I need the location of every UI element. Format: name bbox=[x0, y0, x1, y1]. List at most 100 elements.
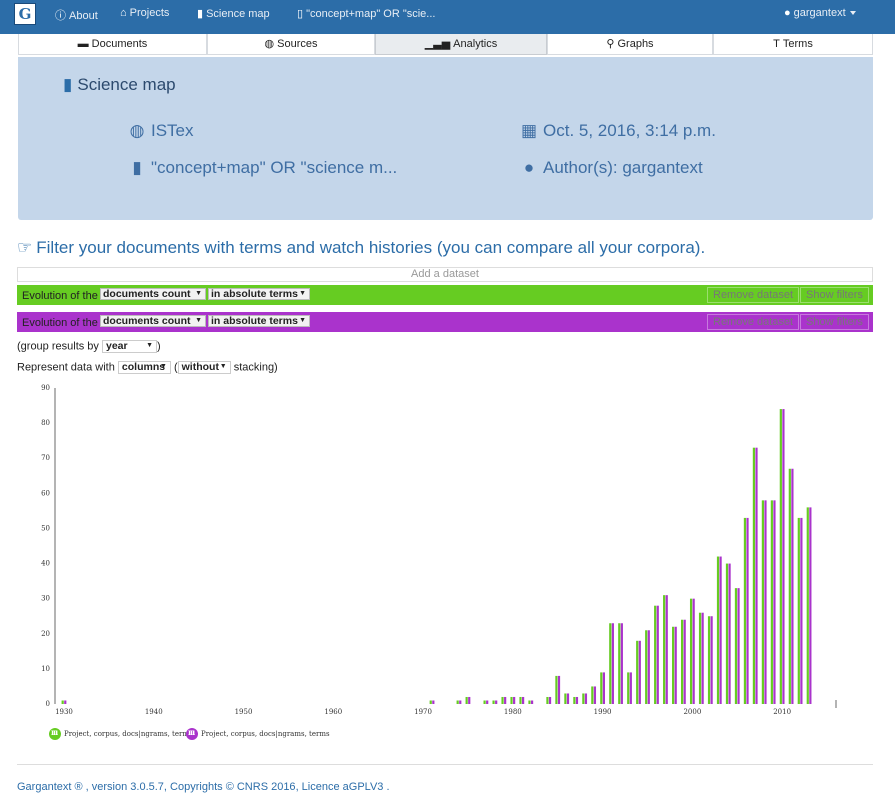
dataset-row: Evolution of the documents count ▼ in abs… bbox=[17, 285, 873, 305]
caret-down-icon: ▼ bbox=[146, 342, 153, 349]
bar bbox=[593, 686, 597, 704]
bar bbox=[627, 672, 630, 704]
nav-science-map[interactable]: ▮ Science map bbox=[197, 7, 270, 20]
folder-open-icon: ▬ bbox=[77, 38, 89, 50]
user-icon: ● bbox=[784, 7, 791, 19]
bar bbox=[770, 500, 773, 704]
bar bbox=[510, 696, 513, 704]
mode-select[interactable]: in absolute terms ▼ bbox=[208, 315, 310, 327]
legend-item[interactable]: Project, corpus, docs|ngrams, terms bbox=[49, 727, 193, 740]
x-tick-label: 1970 bbox=[414, 708, 432, 716]
chart-axes: 0 10 20 30 40 50 60 70 80 90 1930 1940 1950 1960 1970 1… bbox=[41, 384, 837, 716]
footer-licence[interactable]: , Licence aGPLV3 . bbox=[295, 781, 390, 793]
user-icon: ● bbox=[523, 158, 535, 177]
nav-science-map-label: Science map bbox=[206, 8, 270, 20]
show-filters-button[interactable]: Show filters bbox=[800, 314, 869, 330]
group-by-prefix: (group results by bbox=[17, 340, 99, 353]
tab-documents[interactable]: ▬ Documents bbox=[18, 34, 207, 55]
bar bbox=[710, 616, 713, 704]
nav-about[interactable]: ⓘ About bbox=[55, 7, 98, 23]
x-tick-label: 1990 bbox=[594, 708, 612, 716]
y-tick-label: 60 bbox=[41, 489, 50, 497]
stacking-suffix: stacking) bbox=[233, 361, 278, 374]
x-tick-label: 1980 bbox=[504, 708, 522, 716]
stacking-select[interactable]: without ▼ bbox=[177, 361, 231, 374]
globe-icon: ◍ bbox=[264, 38, 275, 50]
info-icon: ⓘ bbox=[55, 10, 66, 22]
nav-corpus-query-label: "concept+map" OR "scie... bbox=[306, 8, 436, 20]
analytics-tabs: ▬ Documents ◍ Sources ▁▃▅ Analytics ⚲ Graphs… bbox=[18, 34, 873, 56]
bar bbox=[779, 409, 782, 704]
y-tick-label: 90 bbox=[41, 384, 50, 392]
bar bbox=[530, 700, 534, 704]
bar bbox=[716, 556, 720, 704]
corpus-header-panel: ▮ Science map ◍ ISTex ▮ "concept+map" OR "s… bbox=[18, 57, 873, 220]
x-tick-label: 2010 bbox=[773, 708, 791, 716]
bar bbox=[645, 630, 648, 704]
caret-down-icon: ▼ bbox=[159, 363, 167, 370]
footer-cnrs-link[interactable]: CNRS 2016 bbox=[236, 781, 296, 793]
bar bbox=[746, 517, 749, 704]
group-by-select[interactable]: year ▼ bbox=[102, 340, 157, 353]
measure-select[interactable]: documents count ▼ bbox=[100, 315, 206, 327]
map-marker-icon: ⚲ bbox=[606, 38, 615, 50]
bar bbox=[611, 623, 614, 704]
show-filters-button[interactable]: Show filters bbox=[800, 287, 869, 303]
legend-label: Project, corpus, docs|ngrams, terms bbox=[201, 730, 330, 738]
bar bbox=[501, 696, 504, 704]
bar bbox=[555, 675, 558, 704]
mode-select[interactable]: in absolute terms ▼ bbox=[208, 288, 310, 300]
page-title: ▮ Science map bbox=[63, 75, 176, 95]
bar bbox=[600, 672, 603, 704]
book-icon: ▮ bbox=[63, 75, 73, 94]
x-tick-label: 2000 bbox=[683, 708, 701, 716]
remove-dataset-button[interactable]: Remove dataset bbox=[707, 287, 800, 303]
bar bbox=[429, 700, 432, 704]
footer-brand-link[interactable]: Gargantext bbox=[17, 781, 72, 793]
bar bbox=[761, 500, 764, 704]
measure-select-value: documents count bbox=[103, 288, 191, 300]
tab-graphs[interactable]: ⚲ Graphs bbox=[547, 34, 713, 55]
tab-analytics-label: Analytics bbox=[453, 38, 498, 50]
tab-sources-label: Sources bbox=[277, 38, 318, 50]
measure-select-value: documents count bbox=[103, 315, 191, 327]
group-by-value: year bbox=[106, 340, 128, 352]
bar bbox=[698, 612, 702, 704]
caret-down-icon bbox=[849, 11, 856, 16]
bar bbox=[459, 700, 462, 704]
legend-item[interactable]: Project, corpus, docs|ngrams, terms bbox=[186, 727, 330, 740]
corpus-authors-text: Author(s): gargantext bbox=[543, 158, 703, 177]
user-menu[interactable]: ● gargantext bbox=[784, 7, 856, 19]
dataset-row: Evolution of the documents count ▼ in abs… bbox=[17, 312, 873, 332]
bar bbox=[663, 595, 666, 704]
footer-copyrights-link[interactable]: Copyrights bbox=[170, 781, 223, 793]
represent-select[interactable]: columns ▼ bbox=[117, 361, 171, 374]
tab-terms-label: Terms bbox=[782, 38, 813, 50]
text-height-icon: T bbox=[773, 38, 780, 50]
nav-corpus-query[interactable]: ▯ "concept+map" OR "scie... bbox=[297, 7, 435, 20]
bar bbox=[737, 588, 740, 704]
copyright-icon: © bbox=[225, 781, 234, 793]
remove-dataset-button[interactable]: Remove dataset bbox=[707, 314, 800, 330]
nav-projects[interactable]: ⌂ Projects bbox=[120, 7, 169, 19]
bar bbox=[755, 447, 758, 704]
add-dataset-button[interactable]: Add a dataset bbox=[17, 267, 873, 282]
tab-terms[interactable]: T Terms bbox=[713, 34, 873, 55]
bar bbox=[636, 640, 639, 704]
calendar-icon: ▦ bbox=[521, 121, 538, 140]
bar bbox=[707, 616, 711, 704]
tab-analytics[interactable]: ▁▃▅ Analytics bbox=[375, 34, 547, 55]
bar bbox=[672, 626, 675, 704]
bar bbox=[61, 700, 64, 704]
tab-sources[interactable]: ◍ Sources bbox=[207, 34, 375, 55]
x-tick-label: 1950 bbox=[235, 708, 253, 716]
measure-select[interactable]: documents count ▼ bbox=[100, 288, 206, 300]
legend-label: Project, corpus, docs|ngrams, terms bbox=[64, 730, 193, 738]
bar bbox=[566, 693, 570, 704]
bar bbox=[797, 517, 800, 704]
gargantext-logo[interactable]: G bbox=[14, 3, 36, 25]
bar bbox=[492, 700, 495, 704]
filter-heading: ☞ Filter your documents with terms and wa… bbox=[17, 238, 705, 258]
corpus-source-text: ISTex bbox=[151, 121, 194, 140]
group-by-suffix: ) bbox=[157, 340, 161, 353]
